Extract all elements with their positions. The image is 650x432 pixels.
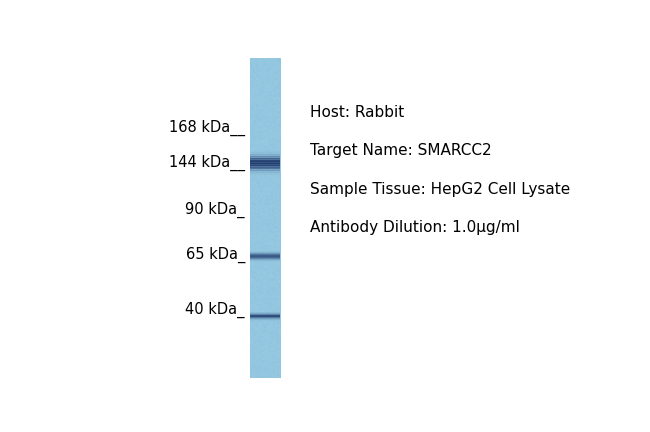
Bar	[250, 171, 280, 172]
Bar	[250, 165, 280, 166]
Bar	[250, 154, 280, 155]
Bar	[250, 172, 280, 173]
Text: Sample Tissue: HepG2 Cell Lysate: Sample Tissue: HepG2 Cell Lysate	[311, 181, 571, 197]
Text: 40 kDa_: 40 kDa_	[185, 302, 245, 318]
Text: Host: Rabbit: Host: Rabbit	[311, 105, 405, 120]
Bar	[250, 158, 280, 159]
Bar	[250, 157, 280, 158]
Bar	[250, 169, 280, 170]
Bar	[250, 153, 280, 154]
Text: 90 kDa_: 90 kDa_	[185, 202, 245, 218]
Bar	[250, 152, 280, 153]
Bar	[250, 159, 280, 160]
Bar	[250, 164, 280, 165]
Bar	[250, 170, 280, 171]
Bar	[250, 168, 280, 169]
Bar	[250, 162, 280, 163]
Text: Antibody Dilution: 1.0μg/ml: Antibody Dilution: 1.0μg/ml	[311, 220, 521, 235]
Text: 168 kDa__: 168 kDa__	[169, 120, 245, 137]
Bar	[250, 156, 280, 157]
Bar	[250, 166, 280, 167]
Bar	[250, 162, 280, 163]
Bar	[250, 163, 280, 164]
Bar	[250, 171, 280, 172]
Bar	[250, 174, 280, 175]
Bar	[250, 152, 280, 153]
Bar	[250, 159, 280, 160]
Bar	[250, 167, 280, 168]
Bar	[250, 168, 280, 169]
Bar	[250, 155, 280, 156]
Bar	[250, 173, 280, 174]
Bar	[250, 160, 280, 161]
Bar	[250, 164, 280, 165]
Bar	[250, 153, 280, 154]
Text: 144 kDa__: 144 kDa__	[169, 155, 245, 172]
Bar	[250, 174, 280, 175]
Bar	[250, 163, 280, 164]
Bar	[250, 173, 280, 174]
Text: Target Name: SMARCC2: Target Name: SMARCC2	[311, 143, 492, 158]
Bar	[250, 170, 280, 171]
Bar	[250, 154, 280, 155]
Text: 65 kDa_: 65 kDa_	[186, 247, 245, 263]
Bar	[250, 155, 280, 156]
Bar	[250, 169, 280, 170]
Bar	[250, 161, 280, 162]
Bar	[250, 172, 280, 173]
